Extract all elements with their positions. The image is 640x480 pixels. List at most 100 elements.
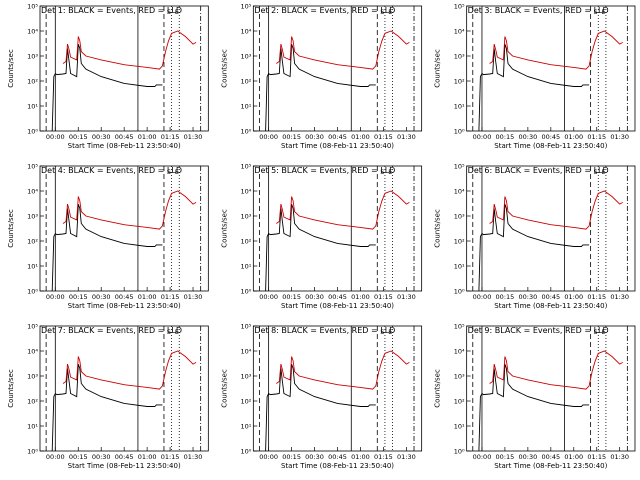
x-axis-label: Start Time (08-Feb-11 23:50:40) [68, 462, 181, 470]
y-tick-label: 10¹ [454, 263, 465, 271]
detector-panel: Det 1: BLACK = Events, RED = LLD 10⁰ 10¹ 10… [7, 3, 209, 150]
y-axis-label: Counts/sec [7, 49, 15, 88]
x-tick-label: 00:00 [46, 133, 65, 141]
x-tick-label: 00:30 [519, 453, 538, 461]
plot-frame [252, 325, 423, 452]
series-line-lld [276, 30, 410, 70]
series-line-events [51, 43, 163, 132]
chart-title: Det 2: BLACK = Events, RED = LLD [254, 6, 395, 15]
x-axis-label: Start Time (08-Feb-11 23:50:40) [494, 462, 607, 470]
x-axis-label: Start Time (08-Feb-11 23:50:40) [494, 142, 607, 150]
y-axis-label: Counts/sec [434, 369, 442, 408]
y-tick-label: 10³ [27, 213, 38, 221]
y-tick-label: 10³ [454, 373, 465, 381]
y-axis-label: Counts/sec [220, 209, 228, 248]
x-tick-label: 01:00 [564, 453, 583, 461]
x-tick-label: 01:30 [397, 453, 416, 461]
chart-title: Det 4: BLACK = Events, RED = LLD [41, 166, 182, 175]
series-line-events [265, 43, 376, 132]
marker-letter: E [388, 8, 392, 16]
marker-letter: E [602, 168, 606, 176]
plot-frame [466, 325, 636, 452]
x-tick-label: 00:30 [519, 133, 538, 141]
x-tick-label: 00:00 [46, 293, 65, 301]
plot-frame [252, 165, 423, 292]
y-tick-label: 10³ [240, 53, 251, 61]
x-tick-label: 01:30 [184, 293, 203, 301]
marker-letter: S [380, 8, 384, 16]
x-tick-label: 01:30 [610, 293, 629, 301]
x-tick-label: 01:15 [587, 133, 606, 141]
series-line-lld [62, 30, 197, 70]
x-tick-label: 01:00 [351, 453, 370, 461]
x-axis-label: Start Time (08-Feb-11 23:50:40) [494, 302, 607, 310]
series-line-events [265, 203, 376, 292]
y-axis-label: Counts/sec [434, 49, 442, 88]
marker-letter: S [380, 168, 384, 176]
x-tick-label: 00:30 [519, 293, 538, 301]
detector-panel: Det 4: BLACK = Events, RED = LLD 10⁰ 10¹ 10… [7, 163, 209, 310]
y-tick-label: 10⁵ [454, 323, 465, 331]
y-tick-label: 10⁴ [27, 188, 38, 196]
x-tick-label: 00:15 [282, 133, 301, 141]
plot-frame [39, 325, 209, 452]
marker-letter: E [175, 328, 179, 336]
x-tick-label: 01:15 [374, 133, 393, 141]
marker-letter: S [167, 328, 171, 336]
series-line-events [51, 363, 163, 452]
marker-letter: S [594, 168, 598, 176]
x-tick-label: 00:45 [541, 453, 560, 461]
y-tick-label: 10⁵ [27, 163, 38, 171]
y-tick-label: 10⁰ [27, 128, 38, 136]
x-tick-label: 01:15 [587, 453, 606, 461]
x-tick-label: 01:00 [138, 133, 157, 141]
y-axis-label: Counts/sec [220, 49, 228, 88]
x-tick-label: 01:00 [351, 293, 370, 301]
marker-letter: S [594, 8, 598, 16]
y-tick-label: 10⁴ [240, 348, 251, 356]
marker-letter: E [175, 8, 179, 16]
series-line-lld [276, 350, 410, 390]
y-tick-label: 10³ [27, 53, 38, 61]
y-axis-label: Counts/sec [7, 209, 15, 248]
y-tick-label: 10⁴ [454, 28, 465, 36]
x-tick-label: 00:15 [69, 293, 88, 301]
y-tick-label: 10⁵ [27, 323, 38, 331]
y-tick-label: 10² [454, 78, 465, 86]
plot-frame [466, 5, 636, 132]
series-line-lld [62, 350, 197, 390]
y-tick-label: 10² [240, 78, 251, 86]
x-tick-label: 01:30 [397, 133, 416, 141]
y-tick-label: 10⁵ [240, 3, 251, 11]
x-tick-label: 00:45 [328, 453, 347, 461]
series-line-events [478, 43, 590, 132]
y-tick-label: 10⁴ [240, 28, 251, 36]
y-tick-label: 10⁰ [454, 448, 465, 456]
x-tick-label: 00:30 [92, 293, 111, 301]
y-tick-label: 10² [27, 78, 38, 86]
marker-letter: E [388, 168, 392, 176]
y-axis-label: Counts/sec [220, 369, 228, 408]
y-axis-label: Counts/sec [434, 209, 442, 248]
y-tick-label: 10⁰ [240, 448, 251, 456]
y-tick-label: 10⁴ [27, 28, 38, 36]
plot-frame [39, 5, 209, 132]
marker-letter: E [175, 168, 179, 176]
y-tick-label: 10⁴ [27, 348, 38, 356]
plot-frame [466, 165, 636, 292]
marker-letter: S [594, 328, 598, 336]
x-axis-label: Start Time (08-Feb-11 23:50:40) [281, 462, 394, 470]
x-tick-label: 00:45 [115, 293, 134, 301]
y-tick-label: 10⁵ [240, 323, 251, 331]
y-tick-label: 10¹ [240, 263, 251, 271]
x-tick-label: 00:30 [305, 293, 324, 301]
x-tick-label: 00:45 [541, 133, 560, 141]
y-tick-label: 10⁰ [454, 128, 465, 136]
detector-panel: Det 5: BLACK = Events, RED = LLD 10⁰ 10¹ 10… [220, 163, 423, 310]
y-tick-label: 10¹ [454, 423, 465, 431]
detector-panel: Det 8: BLACK = Events, RED = LLD 10⁰ 10¹ 10… [220, 323, 423, 470]
series-line-events [478, 203, 590, 292]
x-tick-label: 01:00 [138, 453, 157, 461]
chart-title: Det 3: BLACK = Events, RED = LLD [468, 6, 609, 15]
x-tick-label: 00:45 [541, 293, 560, 301]
